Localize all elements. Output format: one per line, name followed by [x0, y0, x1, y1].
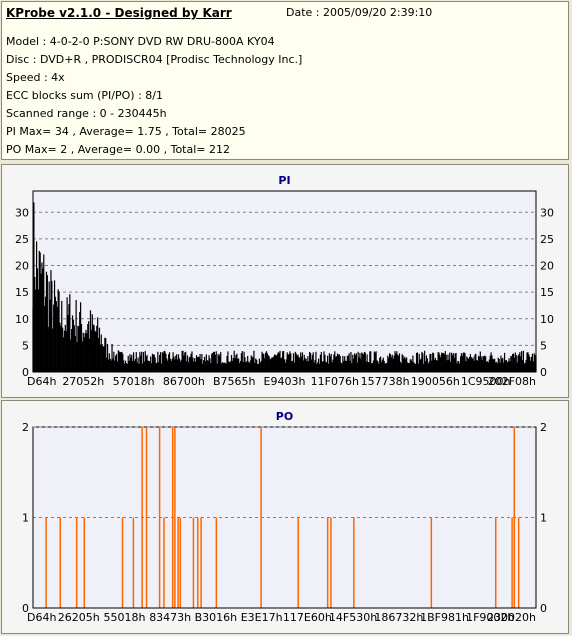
y-tick-label-right: 5 [540, 339, 547, 352]
y-tick-label-left: 20 [15, 260, 29, 273]
y-tick-label-left: 0 [22, 366, 29, 379]
x-tick-label: 1C9500h [461, 375, 511, 388]
y-tick-label-left: 15 [15, 286, 29, 299]
x-tick-label: B7565h [213, 375, 256, 388]
y-tick-label-right: 1 [540, 512, 547, 525]
x-tick-label: 26205h [58, 611, 100, 624]
y-tick-label-left: 25 [15, 233, 29, 246]
model-line: Model : 4-0-2-0 P:SONY DVD RW DRU-800A K… [6, 35, 275, 48]
y-tick-label-left: 5 [22, 339, 29, 352]
x-tick-label: D64h [27, 611, 56, 624]
x-tick-label: E3E17h [241, 611, 283, 624]
y-tick-label-left: 30 [15, 206, 29, 219]
speed-line: Speed : 4x [6, 71, 65, 84]
x-tick-label: 83473h [149, 611, 191, 624]
y-tick-label-right: 0 [540, 602, 547, 615]
x-tick-label: 11F076h [311, 375, 359, 388]
range-line: Scanned range : 0 - 230445h [6, 107, 167, 120]
po-summary-line: PO Max= 2 , Average= 0.00 , Total= 212 [6, 143, 230, 156]
plot-area [32, 426, 537, 609]
po-chart-panel: PO 0 0 1 1 2 2 D64h 26205h 55018h 83473h B3016h E3E1… [1, 400, 569, 634]
pi-chart-panel: PI 0 0 5 5 10 10 15 15 20 20 25 25 30 30 D64h 27052h 5701… [1, 164, 569, 398]
x-tick-label: 1F9002h [466, 611, 514, 624]
x-tick-label: 190056h [411, 375, 460, 388]
x-tick-label: 1BF981h [420, 611, 469, 624]
app-title: KProbe v2.1.0 - Designed by Karr [6, 6, 232, 20]
y-tick-label-right: 20 [540, 260, 554, 273]
x-tick-label: 27052h [62, 375, 104, 388]
pi-summary-line: PI Max= 34 , Average= 1.75 , Total= 2802… [6, 125, 246, 138]
x-tick-label: D64h [27, 375, 56, 388]
pi-chart: PI 0 0 5 5 10 10 15 15 20 20 25 25 30 30 D64h 27052h 5701… [15, 174, 554, 388]
x-tick-label: 202F08h [488, 375, 536, 388]
x-tick-label: 86700h [163, 375, 205, 388]
disc-line: Disc : DVD+R , PRODISCR04 [Prodisc Techn… [6, 53, 303, 66]
chart-title: PO [276, 410, 293, 423]
data-bars [45, 427, 520, 608]
ecc-line: ECC blocks sum (PI/PO) : 8/1 [6, 89, 163, 102]
chart-title: PI [278, 174, 290, 187]
x-tick-label: 186732h [374, 611, 423, 624]
y-tick-label-left: 0 [22, 602, 29, 615]
y-tick-label-right: 2 [540, 421, 547, 434]
y-tick-label-right: 25 [540, 233, 554, 246]
y-tick-label-right: 0 [540, 366, 547, 379]
y-tick-label-right: 10 [540, 313, 554, 326]
po-chart: PO 0 0 1 1 2 2 D64h 26205h 55018h 83473h B3016h E3E1… [22, 410, 547, 624]
x-tick-label: 117E60h [283, 611, 332, 624]
x-tick-label: 230020h [487, 611, 536, 624]
y-tick-label-right: 15 [540, 286, 554, 299]
x-tick-label: E9403h [264, 375, 306, 388]
y-tick-label-left: 10 [15, 313, 29, 326]
y-tick-label-right: 30 [540, 206, 554, 219]
x-tick-label: 14F530h [329, 611, 377, 624]
info-panel: KProbe v2.1.0 - Designed by Karr Date : … [1, 1, 569, 160]
data-bars [32, 202, 537, 372]
x-tick-label: B3016h [195, 611, 238, 624]
scan-date: Date : 2005/09/20 2:39:10 [286, 6, 433, 19]
x-tick-label: 57018h [113, 375, 155, 388]
plot-area [32, 190, 537, 373]
x-tick-label: 55018h [103, 611, 145, 624]
y-tick-label-left: 1 [22, 512, 29, 525]
y-tick-label-left: 2 [22, 421, 29, 434]
x-tick-label: 157738h [361, 375, 410, 388]
